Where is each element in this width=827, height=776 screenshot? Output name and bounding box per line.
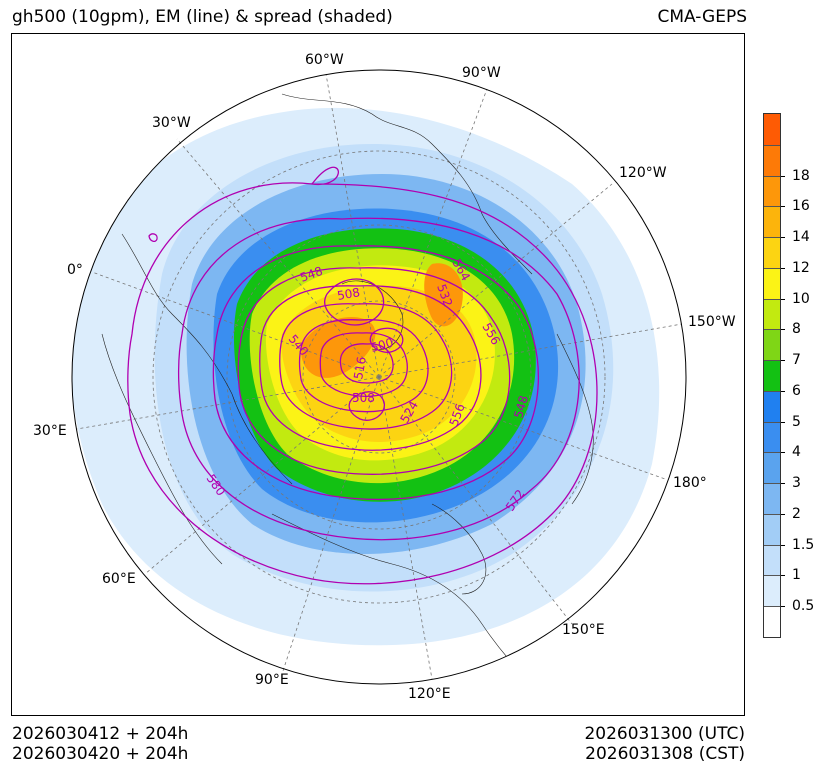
contour-532 bbox=[298, 319, 429, 413]
colorbar-cell bbox=[764, 452, 780, 484]
contour-label: 500 bbox=[369, 335, 395, 354]
colorbar-tick bbox=[781, 452, 785, 454]
colorbar-cell bbox=[764, 606, 780, 637]
colorbar-cell bbox=[764, 421, 780, 453]
valid-time-utc: 2026031300 (UTC) bbox=[584, 724, 745, 744]
colorbar-tick bbox=[781, 298, 785, 300]
colorbar-cell bbox=[764, 237, 780, 268]
spread-shading bbox=[72, 107, 660, 646]
colorbar-cell bbox=[764, 329, 780, 361]
colorbar-cell bbox=[764, 360, 780, 391]
colorbar-cell bbox=[764, 267, 780, 299]
colorbar-label: 14 bbox=[792, 229, 810, 246]
colorbar-tick bbox=[781, 360, 785, 362]
contour-548 bbox=[259, 285, 482, 451]
polar-map: 60°W 90°W 30°W 120°W 0° 150°W 30°E 180° … bbox=[33, 52, 736, 702]
lon-label-180: 180° bbox=[673, 475, 707, 491]
init-time: 2026030412 + 204h 2026030420 + 204h bbox=[12, 724, 188, 764]
colorbar-label: 1.5 bbox=[792, 536, 815, 553]
lon-label-120w: 120°W bbox=[619, 165, 667, 181]
longitude-labels: 60°W 90°W 30°W 120°W 0° 150°W 30°E 180° … bbox=[33, 52, 736, 702]
coastlines bbox=[101, 93, 594, 684]
colorbar-label: 7 bbox=[792, 352, 801, 369]
colorbar-tick bbox=[781, 606, 785, 608]
graticule bbox=[76, 73, 683, 680]
colorbar-label: 2 bbox=[792, 505, 801, 522]
colorbar-tick bbox=[781, 390, 785, 392]
colorbar-label: 16 bbox=[792, 198, 810, 215]
colorbar-label: 12 bbox=[792, 259, 810, 276]
colorbar-cell bbox=[764, 298, 780, 330]
colorbar-label: 5 bbox=[792, 413, 801, 430]
lon-label-90e: 90°E bbox=[255, 672, 289, 688]
lon-label-30e: 30°E bbox=[33, 423, 67, 439]
lon-label-0: 0° bbox=[67, 262, 83, 278]
colorbar-label: 3 bbox=[792, 475, 801, 492]
colorbar-cell bbox=[764, 390, 780, 422]
colorbar-tick bbox=[781, 267, 785, 269]
valid-time-cst: 2026031308 (CST) bbox=[585, 744, 745, 764]
model-name: CMA-GEPS bbox=[657, 7, 747, 27]
colorbar bbox=[763, 113, 781, 638]
colorbar-cell bbox=[764, 144, 780, 176]
init-time-utc: 2026030412 + 204h bbox=[12, 724, 189, 744]
lon-label-150e: 150°E bbox=[562, 622, 605, 638]
contour-500 bbox=[369, 327, 404, 353]
colorbar-label: 6 bbox=[792, 382, 801, 399]
contour-540 bbox=[279, 303, 453, 430]
colorbar-label: 18 bbox=[792, 167, 810, 184]
colorbar-cell bbox=[764, 483, 780, 514]
colorbar-tick bbox=[781, 575, 785, 577]
lon-label-60w: 60°W bbox=[305, 52, 344, 68]
chart-title: gh500 (10gpm), EM (line) & spread (shade… bbox=[12, 7, 393, 27]
colorbar-cell bbox=[764, 175, 780, 207]
colorbar-cell bbox=[764, 114, 780, 145]
lon-label-150w: 150°W bbox=[688, 314, 736, 330]
contour-label: 508 bbox=[336, 285, 361, 303]
lon-label-120e: 120°E bbox=[408, 686, 451, 702]
contour-556 bbox=[237, 267, 511, 475]
map-frame: 60°W 90°W 30°W 120°W 0° 150°W 30°E 180° … bbox=[11, 33, 745, 716]
contour-516 bbox=[339, 343, 394, 384]
colorbar-tick bbox=[781, 329, 785, 331]
colorbar-cell bbox=[764, 513, 780, 545]
lon-label-60e: 60°E bbox=[102, 571, 136, 587]
map-boundary bbox=[71, 69, 687, 685]
contour-blob bbox=[148, 233, 158, 243]
colorbar-tick bbox=[781, 544, 785, 546]
colorbar-tick bbox=[781, 513, 785, 515]
colorbar-cell bbox=[764, 575, 780, 607]
colorbar-tick bbox=[781, 483, 785, 485]
colorbar-label: 8 bbox=[792, 321, 801, 338]
contour-564 bbox=[212, 245, 539, 501]
lon-label-30w: 30°W bbox=[152, 115, 191, 131]
lon-label-90w: 90°W bbox=[462, 65, 501, 81]
contour-label: 516 bbox=[351, 356, 369, 381]
colorbar-label: 0.5 bbox=[792, 598, 815, 615]
spread-layer-10 bbox=[424, 263, 463, 327]
contour-label: 548 bbox=[511, 394, 530, 420]
colorbar-cell bbox=[764, 544, 780, 576]
colorbar-label: 10 bbox=[792, 290, 810, 307]
contour-508-b bbox=[348, 391, 385, 421]
mean-contours bbox=[127, 166, 598, 585]
colorbar-label: 1 bbox=[792, 567, 801, 584]
colorbar-tick bbox=[781, 421, 785, 423]
contour-580 bbox=[127, 166, 598, 585]
init-time-cst: 2026030420 + 204h bbox=[12, 744, 189, 764]
contour-524 bbox=[319, 332, 408, 397]
contour-508-a bbox=[324, 278, 385, 326]
colorbar-cell bbox=[764, 206, 780, 238]
colorbar-tick bbox=[781, 175, 785, 177]
contour-label: 508 bbox=[352, 391, 375, 405]
colorbar-label: 4 bbox=[792, 444, 801, 461]
colorbar-tick bbox=[781, 206, 785, 208]
valid-time: 2026031300 (UTC) 2026031308 (CST) bbox=[584, 724, 745, 764]
contour-572 bbox=[177, 217, 580, 541]
colorbar-tick bbox=[781, 237, 785, 239]
